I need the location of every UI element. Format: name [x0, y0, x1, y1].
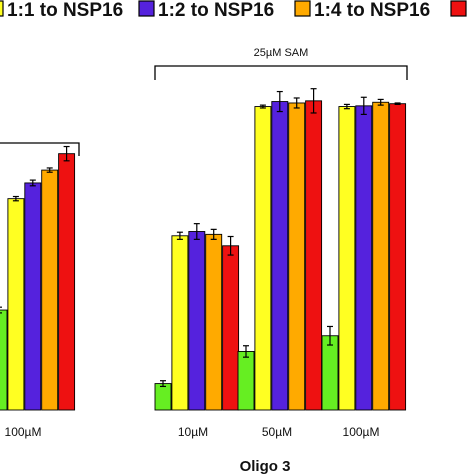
error-bar-s2-g2 [276, 90, 283, 113]
error-bar-s4-g2 [310, 88, 317, 114]
bar-s4-g1 [222, 245, 240, 411]
error-bar-s0-g2 [243, 345, 249, 358]
error-bar-s1-g2 [259, 104, 266, 109]
tick-label-2: 50µM [262, 425, 292, 439]
legend-swatch-2 [138, 0, 155, 17]
error-bar-s3-g3 [377, 98, 384, 106]
bracket-sam-group: 25µM SAM [154, 47, 408, 80]
bar-s0-g3 [321, 335, 339, 411]
legend-swatch-3 [294, 0, 311, 17]
error-bars-layer [0, 88, 401, 388]
error-bar-s3-g0 [46, 167, 53, 173]
legend-label-3: 1:4 to NSP16 [314, 0, 430, 21]
bar-s1-g1 [171, 235, 189, 411]
error-bar-s4-g1 [227, 235, 234, 256]
error-bar-s2-g1 [193, 223, 200, 240]
bracket-left-group [0, 142, 80, 156]
bar-s2-g2 [271, 101, 289, 411]
error-bar-s1-g3 [343, 103, 350, 110]
error-bar-s1-g1 [176, 231, 183, 240]
legend-swatch-1 [0, 0, 4, 17]
bar-s3-g3 [372, 101, 390, 411]
bracket-sam-label: 25µM SAM [254, 47, 309, 59]
bar-s3-g1 [205, 233, 223, 411]
error-bar-s0-g3 [327, 325, 333, 346]
chart-legend: 1:1 to NSP16 1:2 to NSP16 1:4 to NSP16 [0, 0, 467, 21]
error-bar-s3-g2 [293, 97, 300, 109]
bar-s3-g0 [41, 169, 59, 411]
tick-label-1: 10µM [178, 425, 208, 439]
bracket-sam-line [154, 65, 408, 80]
error-bar-s1-g0 [12, 195, 19, 202]
bar-s1-g2 [254, 106, 272, 411]
bar-s1-g0 [7, 198, 25, 411]
error-bar-s4-g0 [63, 145, 70, 162]
bracket-left-line [0, 142, 80, 156]
error-bar-s2-g3 [360, 96, 367, 116]
error-bar-s0-g0 [0, 306, 2, 314]
tick-label-3: 100µM [343, 425, 380, 439]
error-bar-s0-g1 [160, 380, 166, 388]
bar-s3-g2 [288, 102, 306, 411]
bar-s4-g0 [58, 153, 76, 411]
bar-s2-g1 [188, 231, 206, 411]
legend-label-2: 1:2 to NSP16 [158, 0, 274, 21]
legend-label-1: 1:1 to NSP16 [7, 0, 123, 21]
bar-s1-g3 [338, 106, 356, 411]
group-label: Oligo 3 [240, 458, 291, 474]
tick-labels-layer: 100µM 10µM 50µM 100µM [5, 425, 380, 439]
bar-s4-g3 [389, 103, 407, 411]
bar-s0-g0 [0, 309, 8, 411]
error-bar-s4-g3 [394, 102, 401, 106]
bar-s4-g2 [305, 100, 323, 411]
bar-s0-g2 [237, 351, 255, 411]
bar-s2-g3 [355, 105, 373, 411]
bar-s0-g1 [154, 383, 172, 411]
bars-layer [0, 100, 407, 411]
legend-swatch-4 [450, 0, 467, 17]
error-bar-s3-g1 [210, 228, 217, 240]
tick-label-0: 100µM [5, 425, 42, 439]
error-bar-s2-g0 [29, 179, 36, 187]
bar-s2-g0 [24, 182, 42, 411]
